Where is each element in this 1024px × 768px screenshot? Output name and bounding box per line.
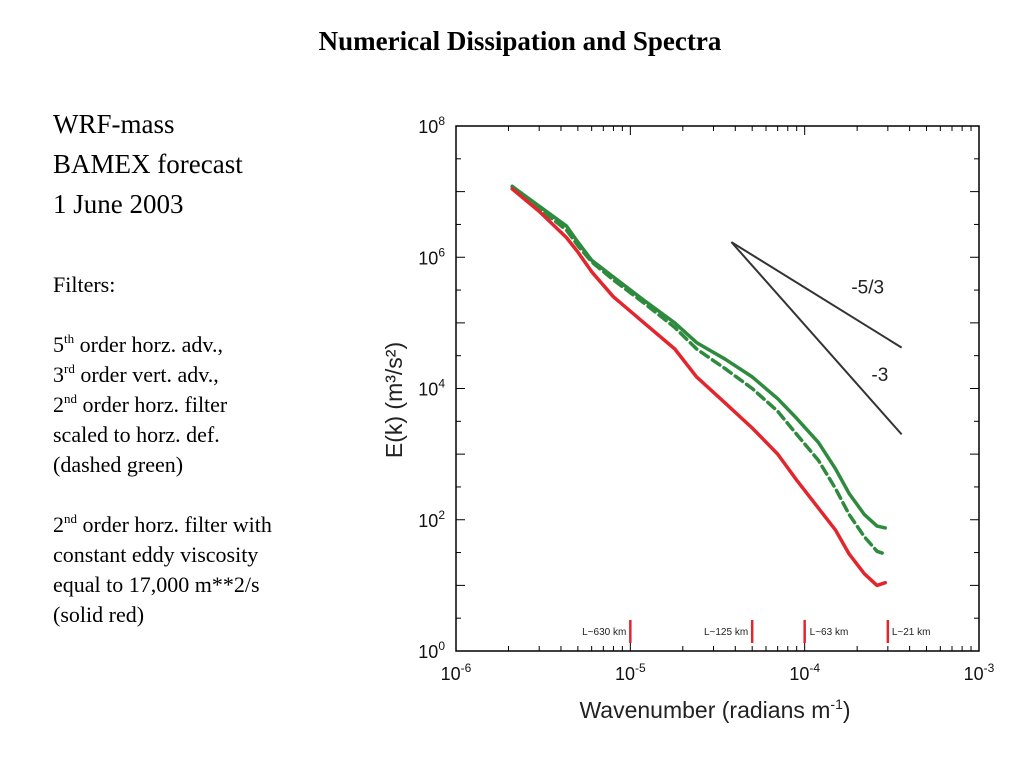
heading-line-forecast: BAMEX forecast — [53, 149, 243, 179]
scale-marker-label: L~630 km — [582, 627, 626, 638]
slope-line — [730, 241, 903, 349]
y-tick-label: 104 — [418, 377, 445, 400]
heading-line-model: WRF-mass — [53, 109, 175, 139]
x-axis-label: Wavenumber (radians m-1) — [579, 696, 850, 723]
x-tick-label: 10-3 — [964, 661, 995, 684]
filter-deformation-line-2: scaled to horz. def. — [53, 422, 220, 447]
scale-marker-label: L~125 km — [704, 627, 748, 638]
slide-title: Numerical Dissipation and Spectra — [318, 26, 722, 56]
series-green-dashed — [510, 184, 888, 556]
y-tick-label: 100 — [418, 639, 445, 662]
heading-block: WRF-mass BAMEX forecast 1 June 2003 — [53, 104, 243, 224]
filters-label: Filters: — [53, 272, 116, 297]
filter-eddy-viscosity: 2nd order horz. filter with — [53, 511, 272, 537]
filter-eddy-line-3: equal to 17,000 m**2/s — [53, 572, 260, 597]
slope-label: -3 — [871, 365, 888, 386]
y-tick-label: 106 — [418, 245, 445, 268]
heading-line-date: 1 June 2003 — [53, 189, 184, 219]
scale-marker-label: L~63 km — [810, 627, 849, 638]
filters-block: Filters: 5th order horz. adv., 3rd order… — [53, 270, 272, 630]
series-green-solid — [510, 184, 888, 530]
filter-vert-adv: 3rd order vert. adv., — [53, 361, 219, 387]
x-tick-label: 10-6 — [441, 661, 472, 684]
slope-line — [730, 241, 903, 436]
axis-ticks — [455, 125, 979, 652]
x-tick-label: 10-4 — [789, 661, 820, 684]
filter-eddy-line-2: constant eddy viscosity — [53, 542, 259, 567]
y-axis-label: E(k) (m³/s²) — [381, 342, 407, 458]
filter-deformation-line-3: (dashed green) — [53, 452, 184, 477]
y-tick-label: 102 — [418, 508, 445, 531]
slope-label: -5/3 — [851, 278, 884, 299]
series-red-solid — [510, 187, 888, 588]
filter-horz-adv: 5th order horz. adv., — [53, 331, 223, 357]
filter-eddy-line-4: (solid red) — [53, 602, 145, 627]
x-tick-label: 10-5 — [615, 661, 646, 684]
filter-deformation: 2nd order horz. filter — [53, 391, 228, 417]
y-tick-label: 108 — [418, 114, 445, 137]
scale-marker-label: L~21 km — [892, 627, 931, 638]
